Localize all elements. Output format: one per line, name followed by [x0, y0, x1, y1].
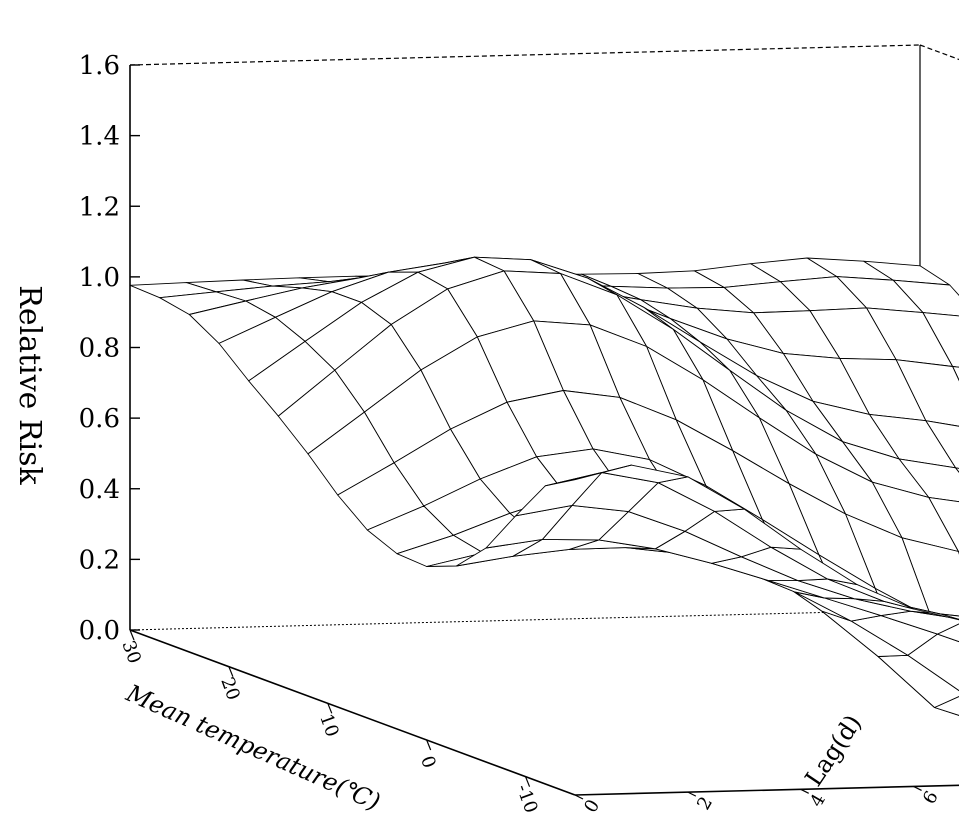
- z-tick-label: 0.6: [79, 404, 120, 434]
- lag-tick-mark: [574, 794, 584, 800]
- temperature-tick-label: 0: [416, 753, 440, 771]
- z-tick-label: 1.2: [79, 192, 120, 222]
- z-axis-ticks: 0.0 0.2 0.4 0.6 0.8 1.0 1.2 1.4 1.6: [79, 51, 140, 646]
- z-tick-label: 0.4: [79, 475, 120, 505]
- lag-tick-mark: [800, 788, 809, 794]
- relative-risk-surface: [129, 256, 959, 716]
- temperature-axis-title: Mean temperature(℃): [121, 679, 384, 817]
- z-axis-title: Relative Risk: [12, 285, 47, 485]
- z-tick-label: 1.0: [79, 263, 120, 293]
- z-tick-label: 0.0: [79, 616, 120, 646]
- floor-back-left-line: [129, 609, 921, 631]
- z-tick-label: 1.4: [79, 122, 120, 152]
- z-tick-label: 0.2: [79, 545, 120, 575]
- temperature-tick-mark: [129, 629, 135, 641]
- surface-cell: [544, 464, 632, 487]
- lag-tick-mark: [687, 791, 697, 797]
- lag-tick-label: 2: [693, 793, 717, 813]
- temperature-tick-mark: [524, 776, 531, 787]
- box-back-top-right-edge: [919, 44, 959, 61]
- lag-axis-title: Lag(d): [799, 710, 867, 792]
- lag-tick-label: 0: [580, 796, 604, 816]
- temperature-tick-mark: [228, 666, 234, 677]
- temperature-tick-label: 30: [117, 638, 145, 667]
- lag-tick-label: 6: [919, 787, 943, 807]
- z-tick-label: 1.6: [79, 51, 120, 81]
- temperature-axis-line: [129, 629, 576, 796]
- lag-tick-label: 4: [806, 790, 830, 810]
- temperature-tick-mark: [426, 739, 432, 751]
- box-back-top-left-edge: [129, 44, 921, 66]
- temperature-tick-mark: [327, 703, 333, 714]
- temperature-tick-label: 10: [315, 711, 343, 740]
- lag-tick-mark: [913, 785, 922, 791]
- z-tick-label: 0.8: [79, 334, 120, 364]
- temperature-tick-label: -10: [512, 782, 542, 816]
- temperature-tick-label: 20: [216, 674, 244, 703]
- lag-axis-line: [574, 784, 959, 796]
